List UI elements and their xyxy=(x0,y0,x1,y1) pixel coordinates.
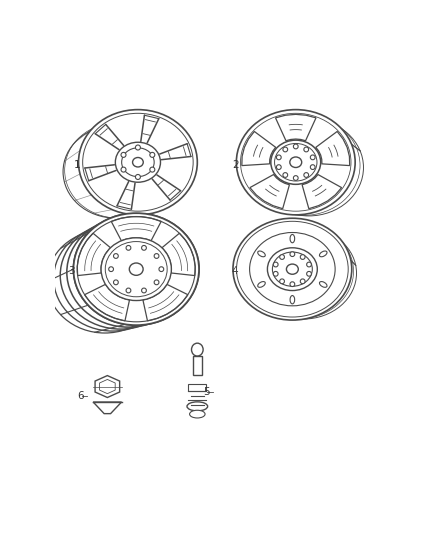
Text: 2: 2 xyxy=(233,159,239,169)
Circle shape xyxy=(150,167,155,172)
Ellipse shape xyxy=(78,110,197,215)
Circle shape xyxy=(113,280,118,285)
Circle shape xyxy=(273,262,278,267)
Circle shape xyxy=(280,279,284,284)
Circle shape xyxy=(113,254,118,259)
Circle shape xyxy=(154,254,159,259)
Circle shape xyxy=(290,252,295,256)
Circle shape xyxy=(273,271,278,276)
Ellipse shape xyxy=(187,402,208,411)
Ellipse shape xyxy=(191,343,203,356)
Circle shape xyxy=(311,155,315,160)
Circle shape xyxy=(293,176,298,180)
Circle shape xyxy=(300,255,305,260)
Circle shape xyxy=(126,246,131,251)
Circle shape xyxy=(159,267,164,271)
Circle shape xyxy=(109,267,113,271)
Circle shape xyxy=(141,246,146,251)
Circle shape xyxy=(307,262,311,267)
Ellipse shape xyxy=(233,218,352,320)
Circle shape xyxy=(307,271,311,276)
Circle shape xyxy=(154,280,159,285)
Ellipse shape xyxy=(237,110,355,215)
Circle shape xyxy=(304,147,309,152)
Text: 4: 4 xyxy=(231,266,238,276)
Text: 1: 1 xyxy=(74,159,81,169)
Circle shape xyxy=(304,173,309,177)
Ellipse shape xyxy=(115,142,160,182)
Circle shape xyxy=(121,167,126,172)
Ellipse shape xyxy=(268,248,317,290)
Ellipse shape xyxy=(190,410,205,418)
Circle shape xyxy=(300,279,305,284)
Circle shape xyxy=(135,145,141,150)
Circle shape xyxy=(135,174,141,180)
Circle shape xyxy=(141,288,146,293)
Circle shape xyxy=(121,152,126,157)
Circle shape xyxy=(283,147,288,152)
Circle shape xyxy=(293,144,298,149)
Ellipse shape xyxy=(74,213,199,325)
Text: 6: 6 xyxy=(77,391,84,401)
Circle shape xyxy=(290,282,295,287)
Circle shape xyxy=(276,165,281,169)
Circle shape xyxy=(311,165,315,169)
Circle shape xyxy=(283,173,288,177)
Circle shape xyxy=(276,155,281,160)
Circle shape xyxy=(126,288,131,293)
Ellipse shape xyxy=(271,140,321,184)
Text: 5: 5 xyxy=(203,387,209,397)
Text: 3: 3 xyxy=(68,266,75,276)
Ellipse shape xyxy=(101,238,171,301)
Circle shape xyxy=(150,152,155,157)
Circle shape xyxy=(280,255,284,260)
